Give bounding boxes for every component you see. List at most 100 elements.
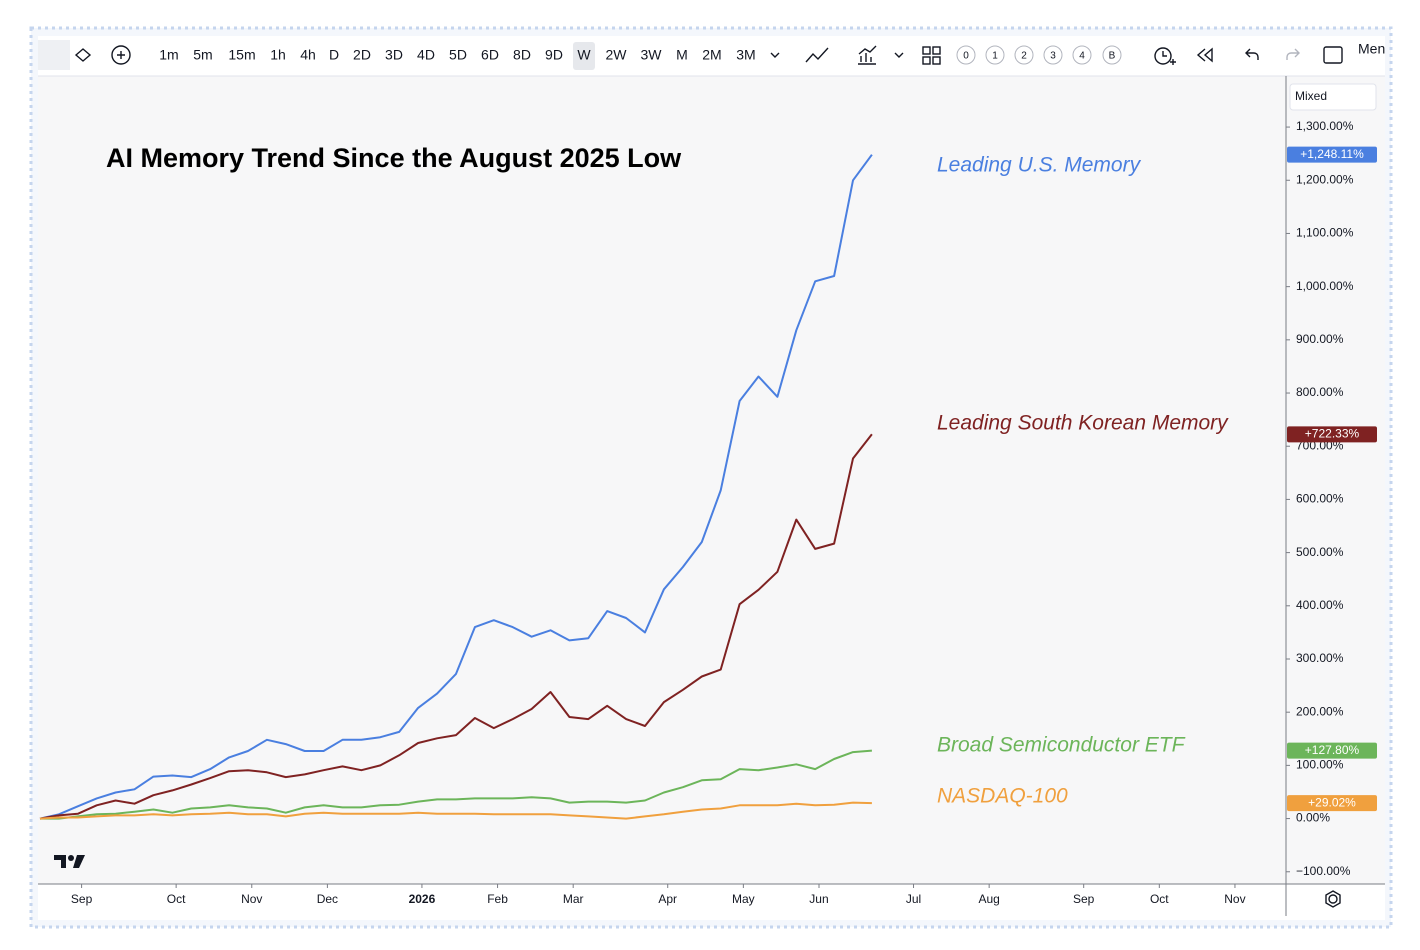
x-tick-label: Apr xyxy=(658,892,677,906)
icon-add[interactable] xyxy=(111,45,131,65)
icon-undo[interactable] xyxy=(1245,48,1259,60)
interval-button[interactable]: M xyxy=(676,47,688,63)
series-line xyxy=(39,801,872,820)
plot-background xyxy=(38,76,1385,884)
menu[interactable]: Men xyxy=(1358,41,1385,57)
y-tick-label: 0.00% xyxy=(1296,811,1330,825)
x-tick-label: Dec xyxy=(317,892,338,906)
icon-dropdown-2[interactable] xyxy=(894,52,904,58)
series-line xyxy=(39,154,873,820)
icon-alert[interactable] xyxy=(1154,47,1172,65)
layout-circle[interactable] xyxy=(1072,45,1092,65)
icon-indicators[interactable] xyxy=(858,45,877,65)
interval-button[interactable]: 2M xyxy=(702,47,721,63)
scale-mode: Mixed xyxy=(1295,89,1327,103)
icon-settings[interactable] xyxy=(1328,894,1338,904)
layout-label: B xyxy=(1109,51,1116,62)
icon-dropdown[interactable] xyxy=(770,52,780,58)
icon-favorite[interactable] xyxy=(74,48,92,62)
icon-layout-d xyxy=(932,56,941,65)
layout-circle[interactable] xyxy=(1102,45,1122,65)
icon-fullscreen[interactable] xyxy=(1323,46,1343,64)
y-tick-label: 300.00% xyxy=(1296,651,1344,665)
y-tick-label: 1,000.00% xyxy=(1296,279,1354,293)
layout-label: 0 xyxy=(963,51,969,62)
icon-layout-c xyxy=(922,56,931,65)
x-tick-label: Mar xyxy=(563,892,584,906)
tradingview-logo xyxy=(54,855,85,868)
last-value-label: +29.02% xyxy=(1308,795,1356,809)
y-tick-label: −100.00% xyxy=(1296,864,1351,878)
interval-button[interactable]: 2D xyxy=(353,47,371,63)
icon-layout[interactable] xyxy=(922,46,931,55)
interval-button[interactable]: 4D xyxy=(417,47,435,63)
interval-button[interactable]: D xyxy=(329,47,339,63)
layout-circle[interactable] xyxy=(1043,45,1063,65)
y-tick-label: 900.00% xyxy=(1296,332,1344,346)
layout-label: 2 xyxy=(1021,51,1027,62)
interval-button[interactable]: 3D xyxy=(385,47,403,63)
icon-layout-b xyxy=(932,46,941,55)
x-tick-label: Nov xyxy=(241,892,262,906)
x-tick-label: Jun xyxy=(809,892,828,906)
layout-circle[interactable] xyxy=(1014,45,1034,65)
interval-button[interactable]: 4h xyxy=(300,47,316,63)
interval-button[interactable]: 1h xyxy=(270,47,286,63)
series-line xyxy=(39,433,873,820)
layout-label: 4 xyxy=(1079,51,1085,62)
x-tick-label: Nov xyxy=(1224,892,1245,906)
y-tick-label: 1,100.00% xyxy=(1296,226,1354,240)
icon-settings-outer xyxy=(1325,890,1341,908)
interval-button[interactable]: 3M xyxy=(736,47,755,63)
x-tick-label: Sep xyxy=(1073,892,1095,906)
x-tick-label: 2026 xyxy=(409,892,436,906)
series-label: NASDAQ-100 xyxy=(937,785,1068,808)
x-tick-label: Feb xyxy=(487,892,508,906)
layout-circle[interactable] xyxy=(956,45,976,65)
interval-button[interactable]: 5m xyxy=(193,47,212,63)
layout-circle[interactable] xyxy=(985,45,1005,65)
symbol-box[interactable] xyxy=(38,40,70,70)
y-tick-label: 500.00% xyxy=(1296,545,1344,559)
y-tick-label: 100.00% xyxy=(1296,758,1344,772)
logo-t xyxy=(54,855,66,868)
logo-v xyxy=(73,855,85,868)
x-tick-label: Jul xyxy=(906,892,921,906)
icon-redo[interactable] xyxy=(1286,48,1300,60)
interval-button[interactable]: 6D xyxy=(481,47,499,63)
y-tick-label: 600.00% xyxy=(1296,492,1344,506)
interval-button[interactable]: 8D xyxy=(513,47,531,63)
x-tick-label: Oct xyxy=(1150,892,1169,906)
icon-chart-type[interactable] xyxy=(805,47,829,63)
logo-dot xyxy=(68,855,74,861)
series-line xyxy=(40,749,872,820)
icon-alert-detail xyxy=(1162,51,1176,65)
last-value-label: +127.80% xyxy=(1305,743,1360,757)
last-value-badge xyxy=(1287,795,1377,812)
y-tick-label: 200.00% xyxy=(1296,704,1344,718)
interval-button[interactable]: 2W xyxy=(606,47,628,63)
series-label: Leading South Korean Memory xyxy=(937,412,1229,435)
x-tick-label: May xyxy=(732,892,755,906)
interval-button[interactable]: W xyxy=(577,47,591,63)
interval-button[interactable]: 5D xyxy=(449,47,467,63)
icon-add-plus xyxy=(117,51,125,59)
interval-button[interactable]: 9D xyxy=(545,47,563,63)
last-value-label: +1,248.11% xyxy=(1300,147,1364,161)
series-label: Leading U.S. Memory xyxy=(937,154,1142,177)
y-tick-label: 1,200.00% xyxy=(1296,172,1354,186)
x-tick-label: Aug xyxy=(978,892,999,906)
interval-button[interactable]: 15m xyxy=(228,47,255,63)
icon-replay[interactable] xyxy=(1196,47,1213,63)
y-tick-label: 1,300.00% xyxy=(1296,119,1354,133)
interval-button[interactable]: 3W xyxy=(641,47,663,63)
layout-label: 3 xyxy=(1050,51,1056,62)
last-value-badge xyxy=(1287,426,1377,443)
scale-mode-box[interactable] xyxy=(1289,83,1377,111)
interval-button[interactable]: 1m xyxy=(159,47,178,63)
y-tick-label: 800.00% xyxy=(1296,385,1344,399)
active-interval-bg xyxy=(573,42,595,70)
series-label: Broad Semiconductor ETF xyxy=(937,734,1186,757)
y-tick-label: 400.00% xyxy=(1296,598,1344,612)
